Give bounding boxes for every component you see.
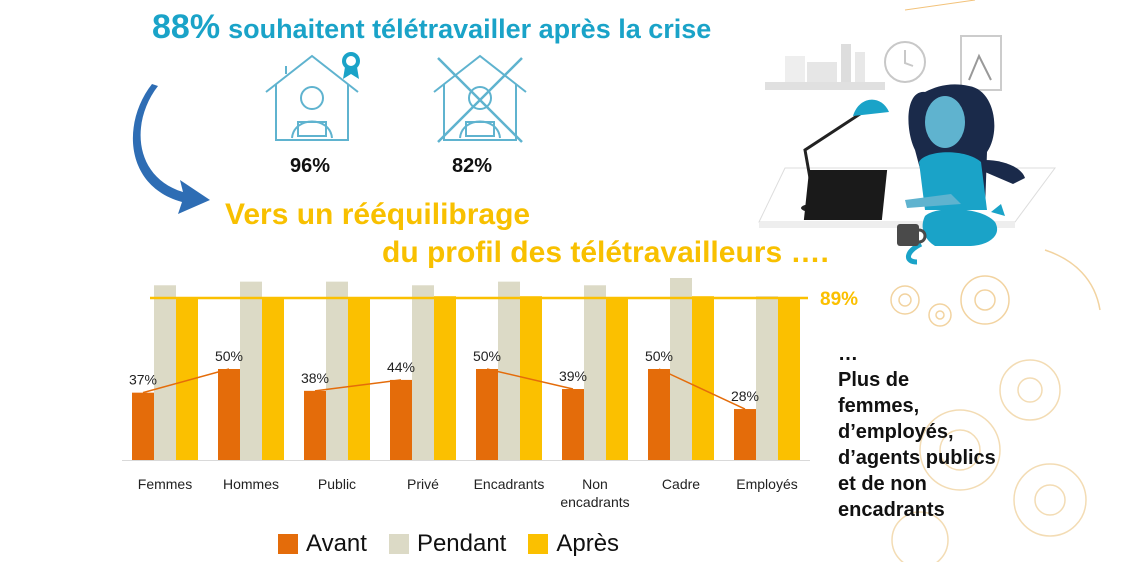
legend-swatch-avant [278,534,298,554]
data-label: 44% [387,359,415,375]
bar-pendant-5 [584,285,606,460]
bar-apres-7 [778,298,800,460]
bar-pendant-3 [412,285,434,460]
side-note-line: encadrants [838,499,945,521]
bar-apres-3 [434,296,456,460]
bar-avant-6 [648,369,670,460]
legend-label-avant: Avant [306,530,367,557]
gears-decoration [891,359,1087,562]
side-note-line: et de non [838,473,927,495]
reference-line-label: 89% [820,289,858,310]
side-note-line: … [838,343,858,365]
legend-label-apres: Après [556,530,620,557]
bar-pendant-0 [154,285,176,460]
category-label: Cadre [662,476,700,492]
category-label: Employés [736,476,797,492]
category-label: Privé [407,476,439,492]
headline: 88% souhaitent télétravailler après la cr… [152,8,711,47]
side-note-line: d’agents publics [838,447,996,469]
chart-legend: Avant Pendant Après [278,530,641,558]
avant-connector-line [142,368,230,394]
category-label: Public [318,476,356,492]
bar-avant-3 [390,379,412,460]
data-label: 50% [645,348,673,364]
data-label: 50% [215,348,243,364]
bar-avant-7 [734,409,756,460]
bar-apres-4 [520,296,542,460]
headline-percentage: 88% [152,8,221,46]
bar-avant-5 [562,389,584,460]
bar-pendant-6 [670,278,692,460]
house-crossed-icon [433,54,527,143]
bar-apres-6 [692,296,714,460]
bar-pendant-2 [326,281,348,460]
data-label: 39% [559,368,587,384]
data-label: 28% [731,388,759,404]
avant-connector-line [486,368,574,390]
bar-apres-1 [262,298,284,460]
house-1-percentage: 96% [290,155,331,177]
bar-pendant-4 [498,281,520,460]
bar-pendant-7 [756,296,778,460]
bar-avant-4 [476,369,498,460]
category-label: encadrants [560,494,629,510]
legend-swatch-apres [528,534,549,554]
data-label: 37% [129,372,157,388]
bar-apres-0 [176,298,198,460]
legend-item-pendant: Pendant [388,530,507,558]
category-label: Femmes [138,476,192,492]
legend-label-pendant: Pendant [416,530,507,557]
side-note: … Plus de femmes, d’employés, d’agents p… [838,341,1038,523]
house-worker-icon [265,54,359,141]
award-badge-icon [342,52,360,79]
bar-avant-2 [304,390,326,460]
bar-apres-5 [606,298,628,460]
data-label: 38% [301,370,329,386]
category-label: Non [582,476,608,492]
bar-apres-2 [348,298,370,460]
side-note-line: Plus de [838,369,910,391]
bar-avant-1 [218,369,240,460]
data-label: 50% [473,348,501,364]
side-note-line: d’employés, [838,421,954,443]
avant-connector-line [658,368,746,410]
subtitle-line-2: du profil des télétravailleurs …. [382,236,829,269]
curved-arrow-icon [132,84,210,214]
category-label: Encadrants [474,476,545,492]
side-note-line: femmes, [838,395,920,417]
legend-swatch-pendant [388,534,409,554]
headline-text: souhaitent télétravailler après la crise [228,14,712,44]
bar-avant-0 [132,392,154,460]
remote-worker-illustration [758,0,1101,327]
house-2-percentage: 82% [452,155,493,177]
category-label: Hommes [223,476,279,492]
legend-item-apres: Après [528,530,619,558]
avant-connector-line [314,379,402,392]
bar-pendant-1 [240,281,262,460]
subtitle-line-1: Vers un rééquilibrage [225,198,531,231]
legend-item-avant: Avant [278,530,367,558]
